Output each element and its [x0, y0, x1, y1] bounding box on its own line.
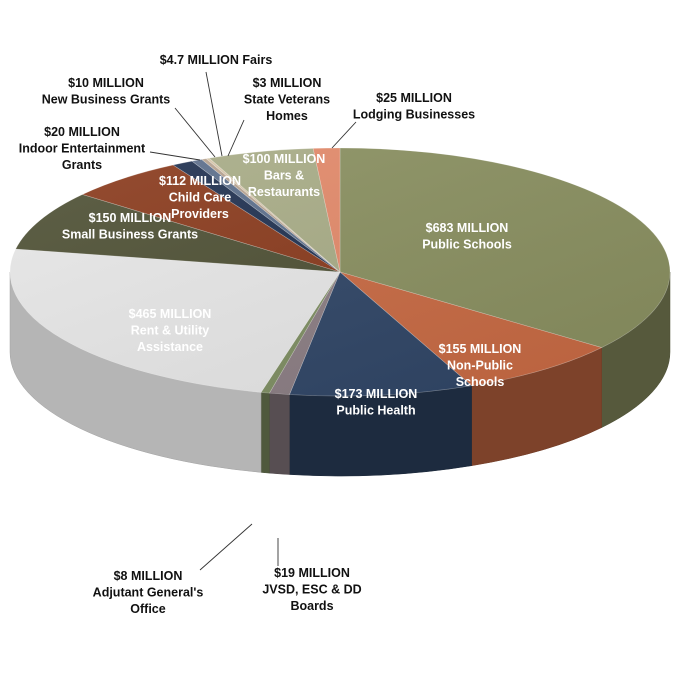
slice-label-line: Indoor Entertainment: [19, 142, 146, 156]
slice-label-line: $100 MILLION: [243, 152, 326, 166]
slice-label-line: Grants: [62, 158, 102, 172]
slice-label-line: $3 MILLION: [253, 76, 322, 90]
slice-label: $3 MILLION State Veterans Homes: [244, 76, 330, 123]
leader-line: [227, 119, 245, 157]
slice-label-line: $25 MILLION: [376, 91, 452, 105]
slice-label-line: $19 MILLION: [274, 566, 350, 580]
slice-label-line: $4.7 MILLION Fairs: [160, 53, 273, 67]
slice-label-line: Non-Public: [447, 359, 513, 373]
slice-label-line: Office: [130, 602, 165, 616]
pie-side-wall: [269, 392, 290, 475]
slice-label-line: Lodging Businesses: [353, 108, 475, 122]
slice-label-line: Adjutant General's: [93, 586, 204, 600]
slice-label-line: Assistance: [137, 340, 203, 354]
slice-label-line: $150 MILLION: [89, 211, 172, 225]
slice-label-line: State Veterans: [244, 93, 330, 107]
slice-label-line: $155 MILLION: [439, 342, 522, 356]
leader-lines: [149, 71, 357, 571]
leader-line: [174, 107, 216, 158]
slice-label-line: Homes: [266, 109, 308, 123]
slice-label-line: Public Schools: [422, 238, 512, 252]
slice-label-line: $8 MILLION: [114, 569, 183, 583]
pie-tops: [9, 147, 671, 397]
slice-label-line: $10 MILLION: [68, 76, 144, 90]
pie-sides: [9, 271, 671, 477]
slice-label-line: Restaurants: [248, 185, 320, 199]
slice-label: $20 MILLION Indoor Entertainment Grants: [19, 125, 146, 172]
pie-side-wall: [260, 392, 270, 474]
slice-label-line: Providers: [171, 207, 229, 221]
slice-label-line: Child Care: [169, 191, 232, 205]
slice-label: $150 MILLION Small Business Grants: [62, 211, 198, 242]
slice-label-line: Rent & Utility: [131, 324, 210, 338]
slice-label: $25 MILLION Lodging Businesses: [353, 91, 475, 122]
slice-label: $4.7 MILLION Fairs: [160, 53, 273, 67]
leader-line: [205, 71, 223, 157]
pie-top-shading: [10, 148, 670, 396]
slice-label: $683 MILLION Public Schools: [422, 221, 512, 252]
slice-label-line: Small Business Grants: [62, 228, 198, 242]
slice-label: $112 MILLION Child Care Providers: [159, 174, 241, 221]
slice-label: $10 MILLION New Business Grants: [42, 76, 171, 107]
slice-labels: $683 MILLION Public Schools $155 MILLION No…: [19, 53, 522, 616]
slice-label-line: $683 MILLION: [426, 221, 509, 235]
leader-line: [199, 523, 253, 571]
slice-label-line: Schools: [456, 375, 505, 389]
slice-label-line: Bars &: [264, 169, 304, 183]
slice-label: $155 MILLION Non-Public Schools: [439, 342, 522, 389]
leader-line: [331, 121, 357, 149]
slice-label-line: $465 MILLION: [129, 307, 212, 321]
slice-label-line: New Business Grants: [42, 93, 171, 107]
slice-label-line: $20 MILLION: [44, 125, 120, 139]
slice-label: $173 MILLION Public Health: [335, 387, 418, 418]
slice-label: $100 MILLION Bars & Restaurants: [243, 152, 326, 199]
slice-label: $8 MILLION Adjutant General's Office: [93, 569, 204, 616]
slice-label: $465 MILLION Rent & Utility Assistance: [129, 307, 212, 354]
leader-line: [149, 151, 201, 161]
slice-label-line: $173 MILLION: [335, 387, 418, 401]
slice-label: $19 MILLION JVSD, ESC & DD Boards: [262, 566, 361, 613]
slice-label-line: Boards: [290, 599, 333, 613]
slice-label-line: $112 MILLION: [159, 174, 241, 188]
slice-label-line: Public Health: [336, 404, 415, 418]
slice-label-line: JVSD, ESC & DD: [262, 583, 361, 597]
